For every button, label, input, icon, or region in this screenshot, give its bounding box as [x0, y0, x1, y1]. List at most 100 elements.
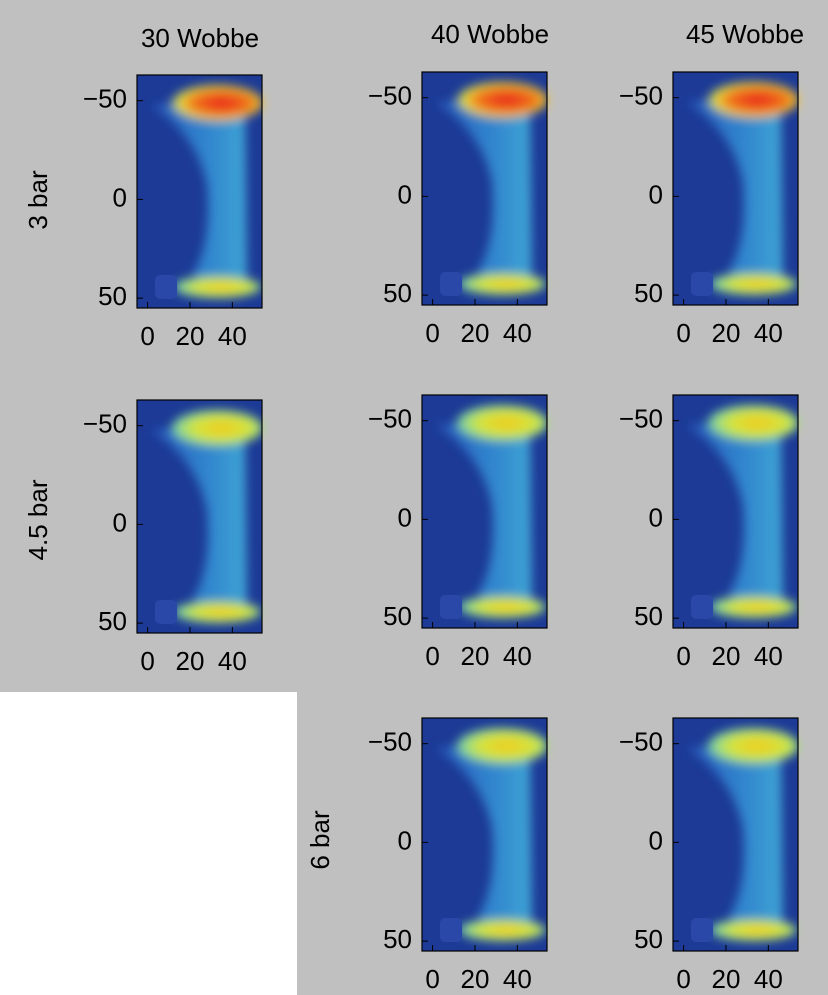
x-tick-label: 40: [218, 646, 247, 676]
y-tick-label: 50: [383, 924, 412, 954]
column-title: 45 Wobbe: [686, 19, 804, 49]
y-tick-label: −50: [368, 404, 412, 434]
heatmap-field: [151, 410, 263, 623]
hot-zone: [707, 82, 799, 118]
row-label: 3 bar: [23, 170, 53, 230]
y-tick-label: 0: [649, 502, 663, 532]
row-label: 6 bar: [305, 810, 335, 870]
x-tick-label: 0: [425, 964, 439, 994]
x-tick-label: 0: [140, 321, 154, 351]
heatmap-field: [151, 85, 263, 298]
y-tick-label: −50: [368, 727, 412, 757]
x-tick-label: 20: [712, 641, 741, 671]
x-tick-label: 40: [503, 318, 532, 348]
x-tick-label: 40: [503, 641, 532, 671]
y-tick-label: 0: [398, 502, 412, 532]
x-tick-label: 40: [503, 964, 532, 994]
flow-region: [151, 100, 247, 290]
heatmap: [673, 72, 799, 305]
hot-zone: [171, 85, 263, 121]
heatmap-field: [687, 728, 799, 941]
axes-box: [421, 71, 548, 306]
flow-region: [687, 743, 783, 933]
x-tick-label: 40: [754, 318, 783, 348]
hot-zone: [709, 919, 797, 941]
y-tick-label: 50: [634, 601, 663, 631]
y-tick-label: 50: [383, 278, 412, 308]
x-tick-label: 0: [676, 641, 690, 671]
axes-box: [672, 394, 799, 629]
heatmap: [673, 718, 799, 951]
hot-zone: [173, 276, 261, 298]
inlet: [440, 595, 462, 619]
flow-region: [436, 97, 532, 287]
inlet: [440, 918, 462, 942]
hot-zone: [456, 728, 548, 764]
axes-box: [421, 717, 548, 952]
y-tick-label: −50: [368, 81, 412, 111]
hot-zone: [458, 273, 546, 295]
heatmap: [673, 395, 799, 628]
y-tick-label: 50: [98, 281, 127, 311]
y-tick-label: −50: [83, 409, 127, 439]
hot-zone: [458, 919, 546, 941]
x-tick-label: 0: [676, 318, 690, 348]
axes-box: [672, 717, 799, 952]
inlet: [155, 275, 177, 299]
x-tick-label: 0: [676, 964, 690, 994]
y-tick-label: 0: [398, 179, 412, 209]
y-tick-label: 50: [634, 278, 663, 308]
axes-box: [672, 71, 799, 306]
heatmap-field: [436, 405, 548, 618]
y-tick-label: −50: [619, 727, 663, 757]
x-tick-label: 40: [754, 964, 783, 994]
row-label: 4.5 bar: [23, 479, 53, 560]
hot-zone: [707, 728, 799, 764]
y-tick-label: −50: [619, 81, 663, 111]
heatmap-field: [687, 82, 799, 295]
y-tick-label: 0: [113, 182, 127, 212]
heatmap: [422, 395, 548, 628]
heatmap: [137, 75, 263, 308]
axes-box: [421, 394, 548, 629]
x-tick-label: 0: [425, 641, 439, 671]
column-title: 30 Wobbe: [141, 23, 259, 53]
inlet: [691, 918, 713, 942]
x-tick-label: 20: [461, 641, 490, 671]
x-tick-label: 40: [754, 641, 783, 671]
heatmap: [137, 400, 263, 633]
flow-region: [151, 425, 247, 615]
axes-box: [136, 74, 263, 309]
heatmap: [422, 718, 548, 951]
inlet: [440, 272, 462, 296]
y-tick-label: 0: [113, 507, 127, 537]
hot-zone: [707, 405, 799, 441]
column-title: 40 Wobbe: [431, 19, 549, 49]
y-tick-label: −50: [619, 404, 663, 434]
inlet: [691, 595, 713, 619]
heatmap-field: [436, 82, 548, 295]
hot-zone: [173, 601, 261, 623]
flow-region: [687, 420, 783, 610]
hot-zone: [171, 410, 263, 446]
y-tick-label: 0: [398, 825, 412, 855]
hot-zone: [456, 405, 548, 441]
y-tick-label: 0: [649, 179, 663, 209]
y-tick-label: −50: [83, 84, 127, 114]
x-tick-label: 20: [176, 646, 205, 676]
hot-zone: [709, 596, 797, 618]
flow-region: [687, 97, 783, 287]
heatmap-field: [436, 728, 548, 941]
heatmap-field: [687, 405, 799, 618]
x-tick-label: 20: [712, 318, 741, 348]
x-tick-label: 40: [218, 321, 247, 351]
inlet: [155, 600, 177, 624]
x-tick-label: 20: [176, 321, 205, 351]
flow-region: [436, 743, 532, 933]
x-tick-label: 20: [461, 318, 490, 348]
hot-zone: [458, 596, 546, 618]
y-tick-label: 50: [383, 601, 412, 631]
y-tick-label: 50: [634, 924, 663, 954]
x-tick-label: 0: [140, 646, 154, 676]
